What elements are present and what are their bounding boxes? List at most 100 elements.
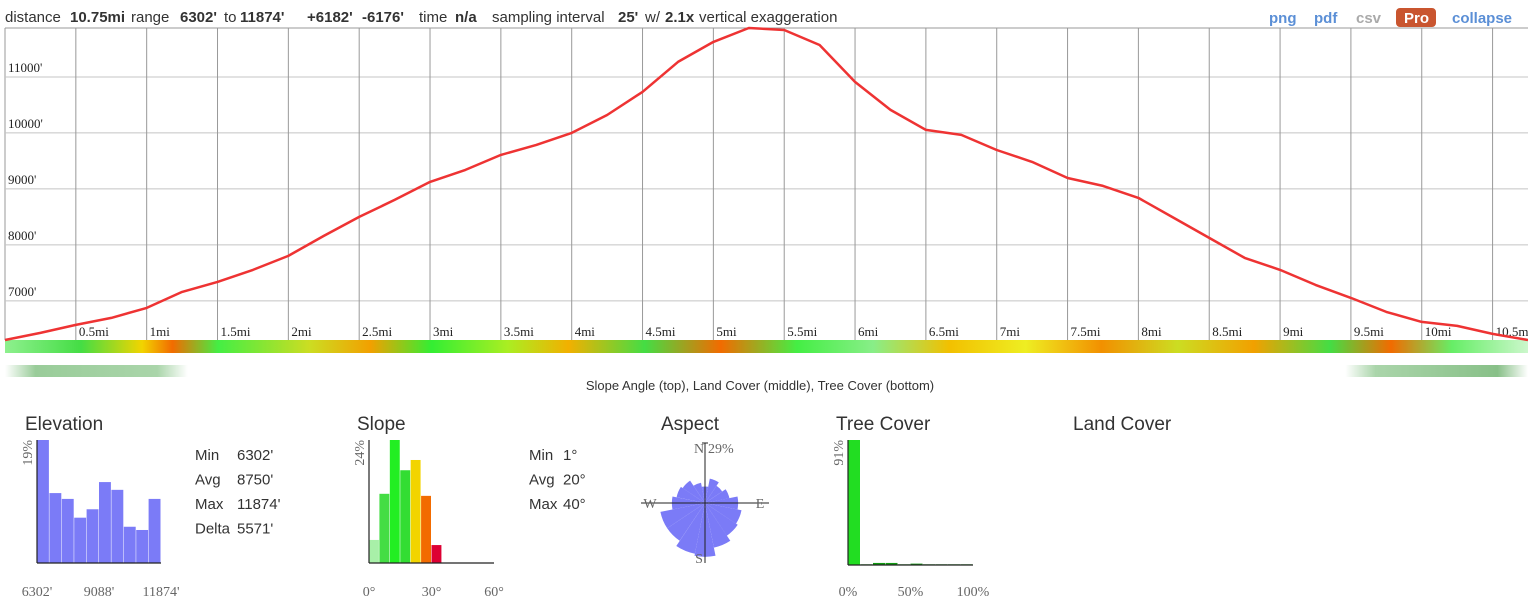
aspect-wedge <box>693 482 705 503</box>
x-tick-label: 1.5mi <box>221 324 251 339</box>
strip-caption: Slope Angle (top), Land Cover (middle), … <box>586 378 934 393</box>
slope-angle-strip <box>5 340 1528 353</box>
x-tick-label: 8.5mi <box>1212 324 1242 339</box>
x-tick-label: 11874' <box>142 585 179 600</box>
header-link[interactable]: collapse <box>1452 10 1512 27</box>
x-tick-label: 2mi <box>291 324 312 339</box>
bar <box>369 539 379 563</box>
x-tick-label: 10mi <box>1425 324 1452 339</box>
header-link[interactable]: png <box>1269 10 1297 27</box>
header-item: w/ <box>644 9 661 26</box>
aspect-wedge <box>667 503 705 541</box>
header-link[interactable]: csv <box>1356 10 1382 27</box>
header-item: distance <box>5 9 61 26</box>
bar <box>99 482 111 563</box>
header-item: sampling interval <box>492 9 605 26</box>
bar <box>148 498 161 563</box>
aspect-wedge <box>676 486 705 503</box>
direction-label: E <box>756 497 765 512</box>
x-tick-label: 3mi <box>433 324 454 339</box>
aspect-wedge <box>705 489 730 503</box>
x-tick-label: 30° <box>422 585 442 600</box>
x-tick-label: 6mi <box>858 324 879 339</box>
stat-label: Max <box>529 496 558 513</box>
aspect-wedge <box>705 485 723 503</box>
header-link[interactable]: Pro <box>1404 10 1429 27</box>
stat-value: 20° <box>563 472 586 489</box>
stat-value: 5571' <box>237 521 273 538</box>
x-tick-label: 50% <box>898 585 924 600</box>
x-tick-label: 60° <box>484 585 504 600</box>
x-tick-label: 9mi <box>1283 324 1304 339</box>
y-tick-label: 19% <box>21 440 36 466</box>
stat-label: Min <box>195 447 219 464</box>
header-item: to <box>224 9 237 26</box>
bar <box>873 562 885 565</box>
y-tick-label: 9000' <box>8 172 36 187</box>
x-tick-label: 2.5mi <box>362 324 392 339</box>
stat-label: Avg <box>529 472 555 489</box>
y-tick-label: 24% <box>353 440 368 466</box>
stat-label: Min <box>529 447 553 464</box>
stat-label: Max <box>195 496 224 513</box>
x-tick-label: 5mi <box>716 324 737 339</box>
x-tick-label: 0° <box>363 585 376 600</box>
stat-value: 6302' <box>237 447 273 464</box>
bar <box>49 493 62 563</box>
elevation-line <box>4 26 1528 342</box>
aspect-wedge <box>705 503 738 536</box>
stat-value: 8750' <box>237 472 273 489</box>
header-item: range <box>131 9 169 26</box>
x-tick-label: 9.5mi <box>1354 324 1384 339</box>
aspect-wedge <box>676 503 705 554</box>
y-tick-label: 91% <box>832 440 847 466</box>
x-tick-label: 8mi <box>1141 324 1162 339</box>
y-tick-label: 10000' <box>8 116 43 131</box>
bar <box>910 563 923 565</box>
land-cover-title: Land Cover <box>1073 414 1172 435</box>
bar <box>111 489 124 563</box>
bar <box>410 459 421 563</box>
header-item: -6176' <box>362 9 404 26</box>
y-tick-label: 11000' <box>8 60 42 75</box>
bar <box>86 509 99 563</box>
header-item: 25' <box>618 9 638 26</box>
bar <box>379 493 390 563</box>
x-tick-label: 9088' <box>84 585 115 600</box>
stat-label: Avg <box>195 472 221 489</box>
tree-cover-strip <box>5 365 1528 377</box>
header-link[interactable]: pdf <box>1314 10 1338 27</box>
bar <box>400 470 411 563</box>
header-item: 2.1x <box>665 9 695 26</box>
chart-title: Aspect <box>661 414 720 435</box>
direction-label: W <box>643 497 657 512</box>
x-tick-label: 0% <box>839 585 858 600</box>
stat-value: 40° <box>563 496 586 513</box>
x-tick-label: 4mi <box>575 324 596 339</box>
x-tick-label: 7.5mi <box>1071 324 1101 339</box>
chart-title: Tree Cover <box>836 414 931 435</box>
header-item: time <box>419 9 447 26</box>
x-tick-label: 5.5mi <box>787 324 817 339</box>
aspect-wedge <box>660 503 705 529</box>
direction-label: N <box>694 442 704 457</box>
bar <box>37 440 49 563</box>
pro-badge[interactable] <box>1396 8 1436 27</box>
bar <box>431 545 442 563</box>
bar <box>389 440 400 563</box>
x-tick-label: 6302' <box>22 585 53 600</box>
x-tick-label: 7mi <box>1000 324 1021 339</box>
y-tick-label: 7000' <box>8 284 36 299</box>
chart-title: Slope <box>357 414 406 435</box>
bar <box>848 440 860 565</box>
aspect-wedge <box>705 478 719 503</box>
x-tick-label: 6.5mi <box>929 324 959 339</box>
stat-label: Delta <box>195 521 231 538</box>
header-item: 10.75mi <box>70 9 125 26</box>
header-item: +6182' <box>307 9 353 26</box>
y-tick-label: 8000' <box>8 228 36 243</box>
x-tick-label: 4.5mi <box>646 324 676 339</box>
bar <box>74 517 87 563</box>
bar <box>421 495 431 563</box>
